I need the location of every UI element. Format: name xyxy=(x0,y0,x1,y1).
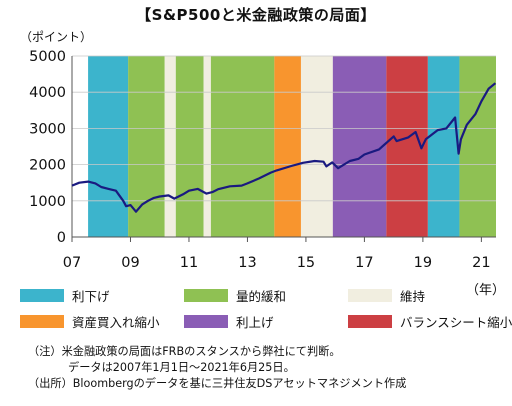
x-tick-label-5: 17 xyxy=(355,255,373,271)
policy-phase-bands xyxy=(88,56,496,237)
legend-item-hike: 利上げ xyxy=(184,312,274,330)
chart-title: 【S&P500と米金融政策の局面】 xyxy=(136,6,376,24)
legend-swatch-qt xyxy=(348,314,392,328)
phase-band-2-hold xyxy=(164,56,176,237)
y-axis-unit-label: （ポイント） xyxy=(20,30,93,44)
sp500-line-0 xyxy=(71,82,497,213)
legend-label-hike: 利上げ xyxy=(236,314,274,330)
y-tick-label-1: 1000 xyxy=(29,194,66,210)
series-layer xyxy=(71,82,497,213)
phase-band-3-qe xyxy=(175,56,204,237)
x-tick-label-2: 11 xyxy=(180,255,198,271)
legend-item-qt: バランスシート縮小 xyxy=(348,312,512,330)
y-tick-label-2: 2000 xyxy=(29,158,66,174)
x-tick-label-3: 13 xyxy=(238,255,256,271)
legend-item-cut: 利下げ xyxy=(20,286,110,304)
chart-svg: 0 1000 2000 3000 4000 5000 07 09 11 13 15 17 19 21 xyxy=(29,49,497,271)
phase-band-1-qe xyxy=(128,56,165,237)
x-tick-label-1: 09 xyxy=(121,255,139,271)
legend-swatch-qe xyxy=(184,288,228,302)
x-axis-unit-label: （年） xyxy=(466,283,506,298)
legend: 利下げ 量的緩和 維持 資産買入れ縮小 利上げ バランスシート縮小 xyxy=(12,286,512,336)
legend-label-qt: バランスシート縮小 xyxy=(400,314,512,330)
phase-band-11-qe xyxy=(459,56,496,237)
legend-label-hold: 維持 xyxy=(400,288,426,304)
phase-band-5-qe xyxy=(210,56,275,237)
tick-labels: 0 1000 2000 3000 4000 5000 07 09 11 13 15 17 19 21 xyxy=(29,49,491,271)
phase-band-0-cut xyxy=(88,56,129,237)
legend-label-qe: 量的緩和 xyxy=(236,288,287,304)
phase-band-4-hold xyxy=(203,56,211,237)
phase-band-7-hold xyxy=(300,56,333,237)
phase-band-8-hike xyxy=(332,56,387,237)
x-tick-label-7: 21 xyxy=(472,255,490,271)
note-policy: （注）米金融政策の局面はFRBのスタンスから弊社にて判断。 xyxy=(28,345,341,358)
legend-item-hold: 維持 xyxy=(348,286,425,304)
legend-label-taper: 資産買入れ縮小 xyxy=(72,314,160,330)
note-period: データは2007年1月1日～2021年6月25日。 xyxy=(68,361,295,374)
legend-swatch-hike xyxy=(184,314,228,328)
y-tick-label-5: 5000 xyxy=(29,49,66,65)
y-tick-label-0: 0 xyxy=(57,230,66,246)
phase-band-10-cut xyxy=(427,56,460,237)
x-tick-label-6: 19 xyxy=(414,255,432,271)
x-tick-label-4: 15 xyxy=(297,255,315,271)
x-tick-label-0: 07 xyxy=(63,255,81,271)
legend-item-qe: 量的緩和 xyxy=(184,286,286,304)
legend-swatch-hold xyxy=(348,288,392,302)
footnotes: （注）米金融政策の局面はFRBのスタンスから弊社にて判断。 データは2007年1… xyxy=(28,344,406,392)
legend-label-cut: 利下げ xyxy=(72,288,110,304)
axes xyxy=(71,56,496,242)
y-tick-label-3: 3000 xyxy=(29,121,66,137)
legend-swatch-cut xyxy=(20,288,64,302)
gridlines xyxy=(72,55,496,202)
y-tick-label-4: 4000 xyxy=(29,85,66,101)
phase-band-6-taper xyxy=(274,56,301,237)
legend-swatch-taper xyxy=(20,314,64,328)
note-source: （出所）Bloombergのデータを基に三井住友DSアセットマネジメント作成 xyxy=(28,377,407,390)
legend-item-taper: 資産買入れ縮小 xyxy=(20,312,160,330)
